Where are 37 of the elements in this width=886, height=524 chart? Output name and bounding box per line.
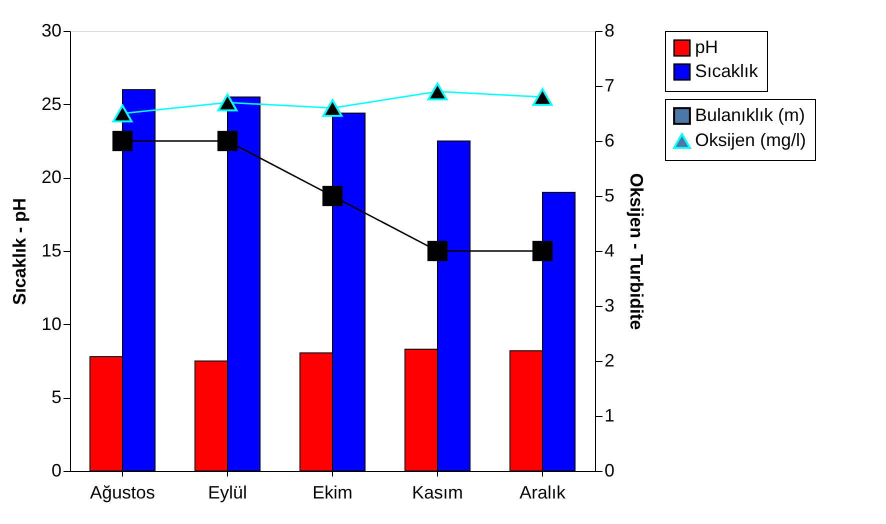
y2-tick-label: 2 xyxy=(604,350,615,370)
y2-tick-label: 8 xyxy=(604,20,615,40)
y-tick-label: 0 xyxy=(51,460,62,480)
y2-tick-label: 6 xyxy=(604,130,615,150)
legend-label: Sıcaklık xyxy=(695,61,760,81)
y2-tick-label: 7 xyxy=(604,76,615,96)
y-tick-label: 10 xyxy=(41,314,62,334)
point xyxy=(532,88,553,106)
point xyxy=(217,130,238,152)
y-tick-label: 5 xyxy=(51,387,62,408)
point xyxy=(112,130,133,152)
point xyxy=(427,82,448,100)
point xyxy=(322,186,343,206)
y2-tick-label: 5 xyxy=(604,186,615,206)
point xyxy=(217,94,238,112)
point xyxy=(427,240,448,262)
y-tick-label: 25 xyxy=(41,94,62,114)
legend-label: Bulanıklık (m) xyxy=(695,105,806,125)
y2-tick-label: 4 xyxy=(604,240,615,260)
point xyxy=(112,104,133,122)
y-tick-label: 30 xyxy=(41,20,62,40)
y2-axis-title: Oksijen - Turbidite xyxy=(626,173,647,330)
x-tick-label: Kasım xyxy=(412,482,464,502)
x-tick-label: Ekim xyxy=(312,482,352,502)
x-tick-label: Ağustos xyxy=(90,482,156,502)
x-tick-label: Eylül xyxy=(208,482,248,502)
point xyxy=(322,99,343,117)
y-tick-label: 20 xyxy=(41,167,62,188)
y-tick-label: 15 xyxy=(41,240,62,260)
y-axis-title: Sıcaklık - pH xyxy=(9,198,30,306)
y2-tick-label: 3 xyxy=(604,296,615,316)
legend-label: pH xyxy=(695,37,718,57)
point xyxy=(532,240,553,262)
y2-tick-label: 1 xyxy=(604,406,615,426)
y2-tick-label: 0 xyxy=(604,460,615,480)
legend-label: Oksijen (mg/l) xyxy=(695,130,806,150)
x-tick-label: Aralık xyxy=(519,482,567,502)
